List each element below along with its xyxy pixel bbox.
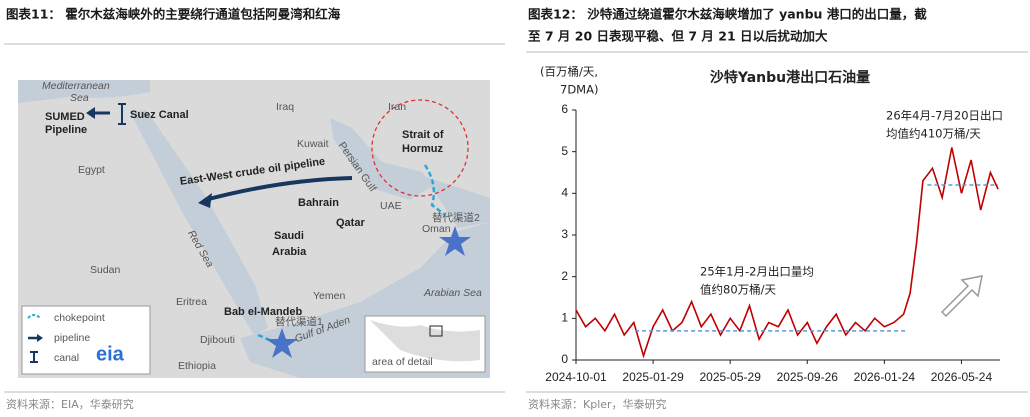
figure-title: 图表12： 沙特通过绕道霍尔木兹海峡增加了 yanbu 港口的出口量，截	[528, 7, 927, 22]
map-label: Djibouti	[200, 334, 235, 346]
figure-title: 图表11： 霍尔木兹海峡外的主要绕行通道包括阿曼湾和红海	[6, 7, 341, 22]
map-label: Bahrain	[298, 197, 339, 209]
map-label: Bab el-Mandeb	[224, 306, 303, 318]
y-tick-label: 1	[561, 311, 568, 325]
map-label: Pipeline	[45, 124, 87, 136]
y-axis-label: (百万桶/天,	[540, 65, 598, 79]
y-tick-label: 2	[561, 269, 568, 283]
map-label: Ethiopia	[178, 360, 216, 372]
map-label: 替代渠道2	[432, 211, 480, 224]
map-label: Arabian Sea	[423, 287, 482, 299]
map-label: Egypt	[78, 164, 105, 176]
map-label: Sudan	[90, 264, 121, 276]
legend-label: canal	[54, 352, 79, 364]
map-label: Iraq	[276, 101, 294, 113]
map-label: SUMED	[45, 111, 85, 123]
source: 资料来源：Kpler，华泰研究	[528, 397, 667, 411]
y-tick-label: 4	[561, 186, 568, 200]
map-label: Kuwait	[297, 138, 329, 150]
x-tick-label: 2026-05-24	[931, 370, 993, 384]
figure-title: 至 7 月 20 日表现平稳、但 7 月 21 日以后扰动加大	[528, 29, 828, 44]
legend-label: pipeline	[54, 332, 90, 344]
map-label: Qatar	[336, 217, 365, 229]
map-label: Hormuz	[402, 143, 443, 155]
map-label: 替代渠道1	[275, 315, 323, 328]
y-tick-label: 6	[561, 102, 568, 116]
source: 资料来源：EIA，华泰研究	[6, 397, 134, 411]
x-tick-label: 2026-01-24	[854, 370, 916, 384]
map: Mediterranean Sea SUMED Pipeline Suez Ca…	[18, 80, 490, 378]
inset-label: area of detail	[372, 356, 433, 368]
x-tick-label: 2025-05-29	[699, 370, 761, 384]
map-label: Iran	[388, 101, 406, 113]
map-label: Mediterranean	[42, 80, 110, 92]
legend-label: chokepoint	[54, 312, 105, 324]
map-label: Arabia	[272, 246, 307, 258]
map-label: Saudi	[274, 230, 304, 242]
x-tick-label: 2025-01-29	[622, 370, 684, 384]
map-label: Oman	[422, 223, 451, 235]
map-label: Strait of	[402, 129, 444, 141]
chart-title: 沙特Yanbu港出口石油量	[710, 69, 870, 86]
x-tick-label: 2024-10-01	[545, 370, 607, 384]
map-label: Eritrea	[176, 296, 207, 308]
logo: eia	[96, 343, 125, 365]
series-line	[575, 147, 999, 359]
y-axis-label: 7DMA)	[560, 83, 598, 97]
map-label: Sea	[70, 92, 89, 104]
y-tick-label: 5	[561, 144, 568, 158]
arrow-icon	[940, 275, 983, 318]
annotation: 均值约410万桶/天	[886, 127, 981, 141]
map-label: Yemen	[313, 290, 345, 302]
x-tick-label: 2025-09-26	[777, 370, 839, 384]
annotation: 25年1月-2月出口量均	[700, 265, 814, 279]
annotation: 值约80万桶/天	[700, 283, 777, 297]
map-label: UAE	[380, 200, 402, 212]
chart: 沙特Yanbu港出口石油量 (百万桶/天, 7DMA) 26年4月-7月20日出…	[540, 65, 1003, 385]
y-tick-label: 0	[561, 352, 568, 366]
map-label: Suez Canal	[130, 109, 189, 121]
annotation: 26年4月-7月20日出口	[886, 109, 1003, 123]
y-tick-label: 3	[561, 227, 568, 241]
